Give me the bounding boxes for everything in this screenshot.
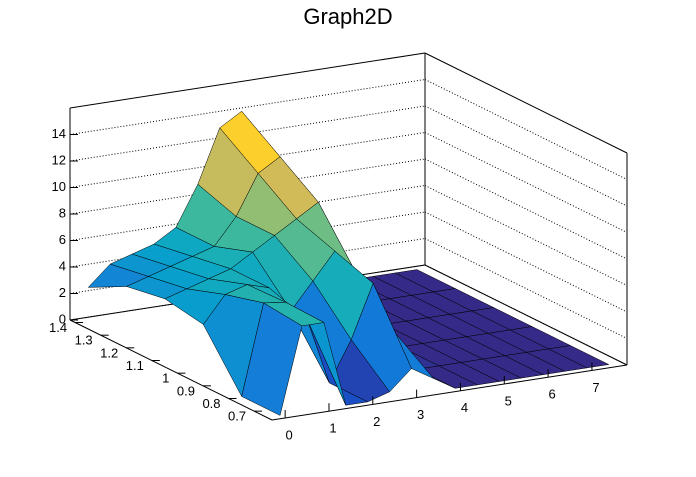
x-tick-label: 4 <box>461 400 468 415</box>
z-tick-label: 0 <box>59 311 66 326</box>
box-edge <box>69 52 426 109</box>
z-tick-label: 10 <box>52 179 66 194</box>
x-tick-label: 5 <box>505 393 512 408</box>
x-tick-label: 6 <box>548 387 555 402</box>
y-tick-label: 1.2 <box>100 345 118 360</box>
z-tick-label: 14 <box>52 126 66 141</box>
y-tick-label: 1.3 <box>75 333 93 348</box>
box-edge <box>424 264 628 366</box>
z-tick-label: 4 <box>59 258 66 273</box>
x-tick-label: 7 <box>592 380 599 395</box>
x-tick-label: 0 <box>286 427 293 442</box>
y-tick-label: 1.1 <box>126 358 144 373</box>
y-axis <box>69 319 273 421</box>
y-tick-label: 0.9 <box>177 383 195 398</box>
z-tick-label: 6 <box>59 232 66 247</box>
surface-cell <box>241 302 303 416</box>
y-tick-label: 1 <box>162 371 169 386</box>
x-tick-label: 2 <box>373 414 380 429</box>
z-tick-label: 8 <box>59 205 66 220</box>
y-tick-label: 0.7 <box>228 409 246 424</box>
y-tick-label: 0.8 <box>202 396 220 411</box>
z-tick-label: 2 <box>59 285 66 300</box>
chart-title: Graph2D <box>303 4 392 29</box>
x-tick-label: 3 <box>417 407 424 422</box>
y-tick-label: 1.4 <box>49 320 67 335</box>
x-axis <box>271 364 628 421</box>
box-edge <box>424 52 628 154</box>
z-tick-label: 12 <box>52 152 66 167</box>
x-tick-label: 1 <box>329 421 336 436</box>
